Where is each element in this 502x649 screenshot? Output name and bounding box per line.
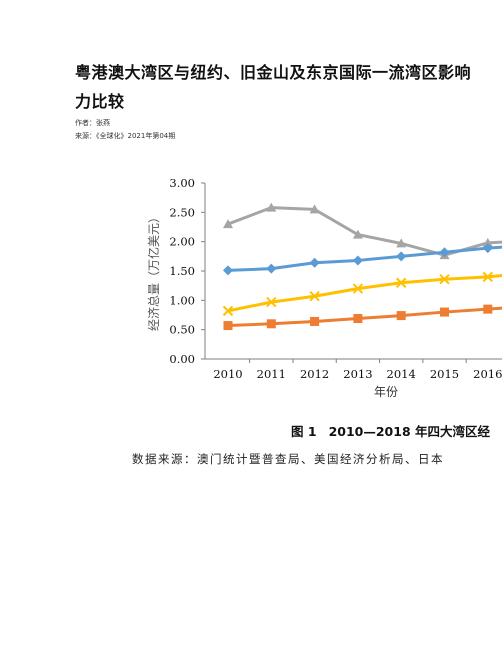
x-tick-label: 2011 — [257, 367, 286, 381]
y-tick-label: 0.00 — [169, 352, 195, 366]
data-point-x — [352, 283, 364, 294]
data-point-diamond — [309, 257, 320, 268]
x-marker-stroke — [439, 274, 450, 285]
x-marker-stroke — [222, 305, 234, 317]
figure-caption: 图 1 2010—2018 年四大湾区经 — [291, 421, 490, 440]
y-axis-title: 经济总量（万亿美元） — [146, 211, 161, 331]
data-point-square — [483, 304, 493, 314]
series-line-2 — [227, 245, 502, 272]
figure-number: 图 1 — [291, 424, 317, 439]
figure-caption-text: 2010—2018 年四大湾区经 — [328, 424, 490, 439]
y-tick-label: 2.50 — [169, 205, 195, 219]
economic-output-line-chart: 0.00 0.50 1.00 1.50 2.00 2.50 3.00 2010 2011 2012… — [146, 176, 502, 399]
x-tick-label: 2012 — [300, 367, 329, 381]
data-source-note: 数据来源：澳门统计暨普查局、美国经济分析局、日本 — [132, 452, 444, 466]
data-point-triangle — [309, 204, 320, 214]
data-point-x — [395, 277, 407, 288]
series-line-3 — [227, 274, 502, 313]
data-point-diamond — [396, 251, 407, 262]
data-point-diamond — [439, 247, 450, 258]
data-point-x — [222, 305, 234, 317]
series-line-1 — [227, 206, 502, 257]
data-point-triangle — [396, 238, 407, 248]
y-tick-label: 2.00 — [169, 235, 195, 249]
data-point-diamond — [352, 255, 363, 266]
x-tick-label: 2014 — [387, 367, 416, 381]
data-point-square — [440, 307, 449, 317]
data-point-x — [482, 271, 494, 283]
x-marker-stroke — [395, 277, 407, 288]
series-line-4 — [227, 306, 502, 328]
x-marker-stroke — [309, 291, 320, 302]
data-point-diamond — [266, 263, 277, 274]
data-point-triangle — [482, 237, 493, 247]
data-point-diamond — [223, 265, 233, 276]
x-marker-stroke — [266, 296, 277, 308]
x-marker-stroke — [352, 283, 364, 294]
data-point-x — [439, 274, 450, 285]
x-marker-stroke — [482, 271, 494, 283]
data-point-triangle — [223, 219, 233, 229]
x-tick-label: 2015 — [430, 367, 459, 381]
data-point-square — [310, 316, 320, 326]
article-author: 作者：张燕 — [75, 119, 110, 127]
article-source: 来源：《全球化》2021年第04期 — [75, 132, 176, 140]
x-tick-label: 2016 — [473, 367, 502, 381]
data-point-x — [309, 291, 320, 302]
x-axis-title: 年份 — [374, 385, 398, 399]
data-point-square — [396, 311, 406, 321]
data-point-diamond — [482, 243, 493, 254]
data-point-triangle — [266, 202, 277, 212]
y-tick-label: 1.00 — [169, 293, 195, 307]
data-point-square — [223, 321, 233, 331]
data-point-x — [266, 296, 277, 308]
article-title: 粤港澳大湾区与纽约、旧金山及东京国际一流湾区影响力比较 — [75, 63, 472, 111]
y-tick-label: 0.50 — [169, 323, 195, 337]
x-tick-label: 2013 — [343, 367, 372, 381]
data-point-square — [353, 314, 363, 324]
x-tick-label: 2010 — [213, 367, 242, 381]
data-point-square — [266, 319, 276, 329]
y-tick-label: 1.50 — [169, 264, 195, 278]
data-point-triangle — [352, 229, 363, 239]
y-tick-label: 3.00 — [169, 176, 195, 190]
